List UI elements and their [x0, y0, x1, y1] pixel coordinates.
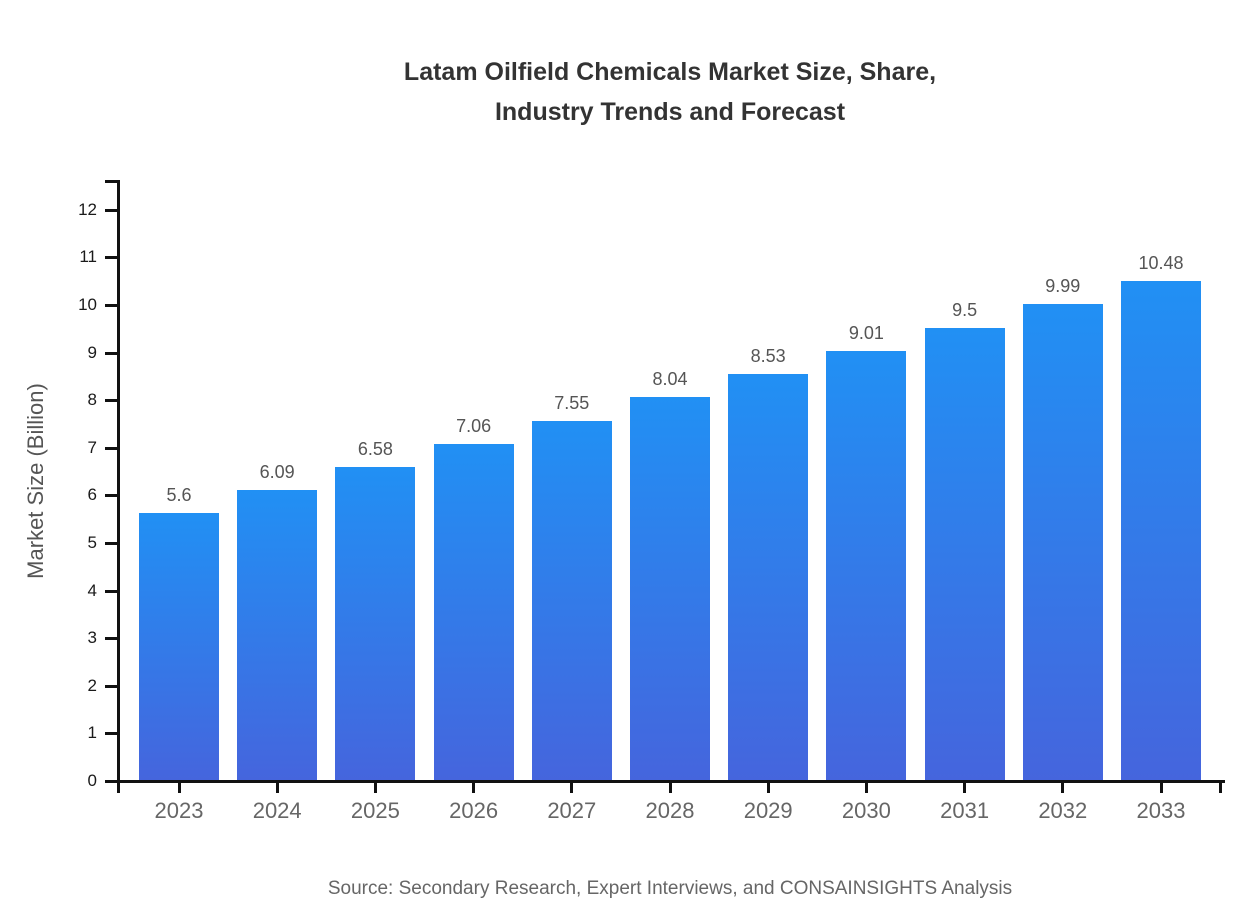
bar-value-label: 9.5: [952, 299, 978, 320]
y-tick-label: 6: [87, 485, 97, 505]
y-tick-label: 7: [87, 437, 97, 457]
y-tick: [105, 446, 117, 450]
x-tick-label: 2027: [547, 798, 597, 823]
y-tick: [105, 780, 117, 783]
x-tick: [373, 780, 377, 793]
plot-area: 5.6 6.09 6.58 7.06 7.55 8.04 8.53 9.01 9.5 9.99 10…: [78, 180, 1225, 823]
x-tick: [472, 780, 476, 793]
y-tick: [105, 351, 117, 355]
y-tick-label: 2: [87, 675, 97, 695]
y-tick-label: 3: [87, 628, 97, 648]
x-tick-label: 2025: [350, 798, 400, 823]
bar-value-label: 9.01: [848, 323, 884, 344]
chart-title-line2: Industry Trends and Forecast: [494, 98, 846, 126]
y-tick: [105, 494, 117, 498]
bar-value-label: 7.06: [456, 415, 492, 436]
y-tick-label: 9: [87, 342, 97, 362]
x-tick: [766, 780, 770, 793]
bar-value-label: 7.55: [554, 392, 590, 413]
source-note: Source: Secondary Research, Expert Inter…: [327, 878, 1013, 899]
chart-title-line1: Latam Oilfield Chemicals Market Size, Sh…: [403, 58, 937, 86]
x-tick-label: 2024: [252, 798, 302, 823]
bar-2029: [728, 373, 809, 780]
bar-2023: [139, 513, 219, 780]
y-tick: [105, 589, 117, 593]
x-tick: [963, 780, 967, 793]
x-tick-label: 2030: [841, 798, 891, 823]
y-tick-label: 1: [87, 723, 97, 743]
x-tick: [1159, 780, 1163, 793]
x-tick-label: 2032: [1038, 798, 1088, 823]
y-tick-label: 10: [78, 295, 97, 314]
y-axis-end-cap: [105, 180, 117, 183]
x-tick: [668, 780, 672, 793]
bar-2025: [335, 466, 416, 780]
bar-value-label: 9.99: [1045, 276, 1081, 297]
y-tick: [105, 732, 117, 736]
x-tick-label: 2033: [1136, 798, 1186, 823]
y-tick-label: 0: [87, 771, 97, 790]
y-tick: [105, 637, 117, 641]
bar-2033: [1121, 281, 1201, 780]
y-tick-label: 4: [87, 580, 97, 600]
x-tick-label: 2029: [743, 798, 793, 823]
y-tick: [105, 542, 117, 545]
x-axis-end-cap: [1219, 780, 1222, 793]
y-tick: [105, 684, 117, 688]
x-tick: [177, 780, 181, 793]
bar-2026: [433, 443, 514, 780]
y-tick-label: 12: [78, 199, 97, 219]
bar-2028: [630, 397, 710, 780]
bar-value-label: 8.04: [652, 369, 688, 390]
x-tick-label: 2031: [940, 798, 990, 823]
bar-value-label: 6.09: [259, 462, 295, 483]
bar-2027: [531, 420, 612, 780]
y-tick-label: 11: [79, 247, 97, 267]
y-tick-label: 5: [87, 533, 97, 552]
bar-2030: [826, 351, 907, 780]
y-tick: [105, 304, 117, 307]
bar-value-label: 5.6: [166, 485, 192, 506]
bar-2024: [237, 490, 318, 780]
x-tick: [864, 780, 868, 793]
bar-value-label: 10.48: [1138, 253, 1184, 274]
y-axis-spine: [117, 180, 120, 793]
x-tick: [570, 780, 574, 793]
y-tick: [105, 208, 117, 212]
x-tick: [1061, 780, 1065, 793]
chart-title: Latam Oilfield Chemicals Market Size, Sh…: [0, 52, 1260, 132]
x-tick-label: 2026: [449, 798, 499, 823]
x-tick-label: 2028: [645, 798, 695, 823]
x-tick: [275, 780, 279, 793]
bar-value-label: 6.58: [357, 438, 393, 459]
y-tick: [105, 399, 117, 403]
bar-2032: [1022, 304, 1103, 780]
y-tick-label: 8: [87, 390, 97, 410]
bar-value-label: 8.53: [750, 345, 786, 366]
y-tick: [105, 256, 117, 260]
bar-2031: [924, 327, 1005, 780]
x-tick-label: 2023: [154, 798, 204, 823]
